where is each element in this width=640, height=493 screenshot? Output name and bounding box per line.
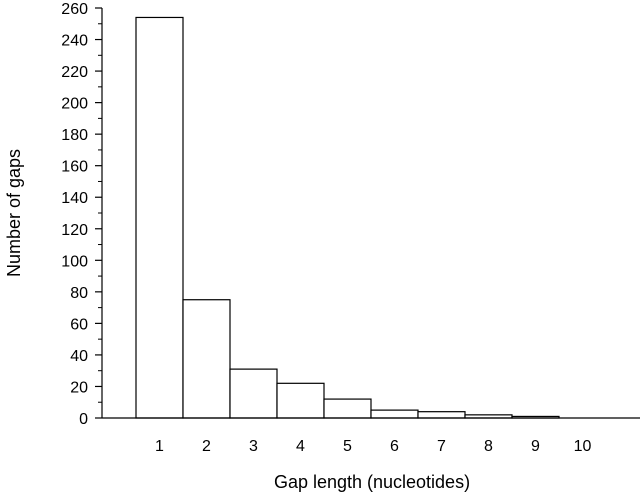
y-axis-ticks: 0 20 40 60 80 100 120 140 160 180 200 220 240 260 <box>61 1 102 428</box>
x-tick-label: 7 <box>437 438 446 455</box>
x-tick-label: 5 <box>343 438 352 455</box>
x-tick-label: 3 <box>249 438 258 455</box>
x-tick-label: 10 <box>574 438 592 455</box>
x-axis-ticks: 1 2 3 4 5 6 7 8 9 10 <box>155 438 591 455</box>
x-tick-label: 1 <box>155 438 164 455</box>
bar-2 <box>182 299 231 419</box>
x-tick-label: 8 <box>484 438 493 455</box>
bar-5 <box>323 398 372 419</box>
y-tick-label: 200 <box>61 96 88 113</box>
bars-group <box>135 16 560 419</box>
bar-1 <box>135 16 184 419</box>
y-tick-label: 100 <box>61 253 88 270</box>
x-tick-label: 2 <box>202 438 211 455</box>
x-tick-label: 4 <box>296 438 305 455</box>
y-tick-label: 60 <box>70 316 88 333</box>
x-tick-label: 9 <box>531 438 540 455</box>
y-tick-label: 220 <box>61 64 88 81</box>
y-tick-label: 0 <box>79 411 88 428</box>
y-tick-label: 240 <box>61 33 88 50</box>
y-tick-label: 140 <box>61 190 88 207</box>
bar-6 <box>370 409 419 419</box>
y-axis-title: Number of gaps <box>4 149 24 277</box>
y-tick-label: 160 <box>61 159 88 176</box>
bar-4 <box>276 382 325 419</box>
x-tick-label: 6 <box>390 438 399 455</box>
y-tick-label: 80 <box>70 285 88 302</box>
bar-7 <box>417 411 466 419</box>
y-tick-label: 180 <box>61 127 88 144</box>
bar-3 <box>229 368 278 419</box>
y-tick-label: 40 <box>70 348 88 365</box>
x-axis-title: Gap length (nucleotides) <box>274 472 470 492</box>
y-tick-label: 260 <box>61 1 88 18</box>
y-tick-label: 20 <box>70 379 88 396</box>
y-tick-label: 120 <box>61 222 88 239</box>
